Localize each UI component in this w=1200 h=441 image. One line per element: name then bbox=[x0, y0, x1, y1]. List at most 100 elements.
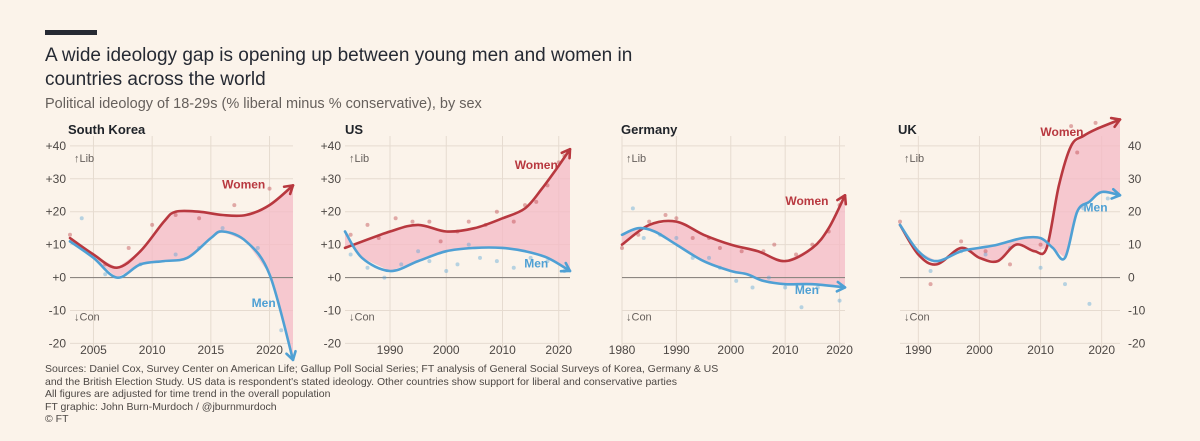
women-series-label: Women bbox=[515, 158, 558, 172]
men-survey-dot bbox=[1063, 282, 1067, 287]
women-arrowhead bbox=[1109, 116, 1122, 129]
source-line-3: All figures are adjusted for time trend … bbox=[45, 388, 331, 400]
men-survey-dot bbox=[478, 255, 482, 260]
women-survey-dot bbox=[717, 245, 722, 250]
women-survey-dot bbox=[511, 219, 516, 224]
men-survey-dot bbox=[815, 285, 820, 290]
men-survey-dot bbox=[630, 206, 635, 211]
lib-label: ↑Lib bbox=[904, 153, 924, 165]
con-label: ↓Con bbox=[74, 311, 100, 323]
women-survey-dot bbox=[427, 219, 432, 224]
men-survey-dot bbox=[220, 226, 225, 231]
men-survey-dot bbox=[494, 259, 499, 264]
gap-area bbox=[345, 149, 570, 271]
x-tick-label: 2005 bbox=[80, 343, 107, 357]
x-tick-label: 2020 bbox=[826, 343, 853, 357]
men-survey-dot bbox=[255, 245, 260, 250]
women-line bbox=[343, 147, 572, 250]
women-survey-dot bbox=[1038, 242, 1043, 247]
women-line bbox=[68, 184, 295, 269]
women-survey-dot bbox=[534, 199, 539, 204]
gap-area bbox=[70, 185, 293, 360]
women-survey-dot bbox=[197, 216, 202, 221]
women-survey-dot bbox=[620, 245, 624, 250]
women-arrowhead bbox=[836, 193, 848, 206]
men-survey-dot bbox=[279, 328, 284, 333]
ft-top-rule bbox=[45, 30, 97, 35]
women-series-label: Women bbox=[222, 178, 265, 192]
women-survey-dot bbox=[267, 186, 272, 191]
panel-title: Germany bbox=[621, 122, 678, 137]
men-series-label: Men bbox=[1084, 201, 1108, 215]
lib-label: ↑Lib bbox=[74, 153, 94, 165]
men-line bbox=[898, 190, 1122, 263]
men-survey-dot bbox=[707, 255, 712, 260]
y-tick-label: -20 bbox=[1128, 336, 1146, 350]
x-tick-label: 2010 bbox=[1027, 343, 1054, 357]
women-survey-dot bbox=[739, 249, 744, 254]
y-tick-label: -20 bbox=[49, 336, 67, 350]
y-tick-label: -10 bbox=[49, 303, 67, 317]
men-survey-dot bbox=[734, 278, 739, 283]
women-survey-dot bbox=[1069, 124, 1074, 129]
men-series-label: Men bbox=[252, 296, 276, 310]
x-tick-label: 1980 bbox=[609, 343, 636, 357]
men-survey-dot bbox=[466, 242, 471, 247]
men-series-label: Men bbox=[524, 257, 548, 271]
y-tick-label: 20 bbox=[1128, 205, 1142, 219]
y-tick-label: -20 bbox=[324, 336, 342, 350]
credit-line: FT graphic: John Burn-Murdoch / @jburnmu… bbox=[45, 400, 277, 413]
women-survey-dot bbox=[365, 222, 370, 227]
men-survey-dot bbox=[79, 216, 84, 221]
x-tick-label: 2015 bbox=[197, 343, 224, 357]
y-tick-label: 10 bbox=[1128, 238, 1142, 252]
y-tick-label: 40 bbox=[1128, 139, 1142, 153]
women-survey-dot bbox=[232, 203, 237, 208]
women-line bbox=[620, 194, 847, 263]
men-line bbox=[68, 230, 295, 362]
women-survey-dot bbox=[1093, 120, 1098, 125]
x-tick-label: 2000 bbox=[717, 343, 744, 357]
y-tick-label: -10 bbox=[1128, 303, 1146, 317]
y-tick-label: +30 bbox=[321, 172, 342, 186]
women-survey-dot bbox=[494, 209, 499, 214]
men-line bbox=[343, 230, 572, 273]
men-arrowhead bbox=[559, 261, 572, 273]
women-survey-dot bbox=[173, 213, 178, 218]
chart-title: A wide ideology gap is opening up betwee… bbox=[45, 45, 633, 90]
women-survey-dot bbox=[959, 239, 964, 244]
y-tick-label: +30 bbox=[46, 172, 67, 186]
women-survey-dot bbox=[393, 216, 398, 221]
women-survey-dot bbox=[1008, 262, 1012, 267]
men-survey-dot bbox=[983, 252, 988, 257]
y-tick-label: +0 bbox=[327, 271, 341, 285]
source-line-1: Sources: Daniel Cox, Survey Center on Am… bbox=[45, 363, 719, 375]
y-tick-label: +0 bbox=[52, 271, 66, 285]
women-survey-dot bbox=[663, 213, 668, 218]
men-survey-dot bbox=[766, 275, 771, 280]
lib-label: ↑Lib bbox=[626, 153, 646, 165]
women-survey-dot bbox=[983, 249, 988, 254]
women-survey-dot bbox=[126, 245, 131, 250]
x-tick-label: 2010 bbox=[772, 343, 799, 357]
men-survey-dot bbox=[348, 252, 353, 257]
men-arrowhead bbox=[1110, 187, 1122, 200]
y-tick-label: +20 bbox=[321, 205, 342, 219]
con-label: ↓Con bbox=[904, 311, 930, 323]
women-survey-dot bbox=[690, 236, 695, 241]
y-tick-label: +40 bbox=[46, 139, 67, 153]
men-survey-dot bbox=[1038, 265, 1043, 270]
panel-uk: UK ↑Lib ↓Con -20 -10 0 10 20 30 40 1990 2000 2010 202… bbox=[898, 116, 1146, 357]
panel-title: UK bbox=[898, 122, 917, 137]
x-tick-label: 1990 bbox=[905, 343, 932, 357]
women-line bbox=[898, 118, 1122, 266]
x-tick-label: 2000 bbox=[433, 343, 460, 357]
men-survey-dot bbox=[455, 262, 460, 267]
women-series-label: Women bbox=[1040, 125, 1083, 139]
women-survey-dot bbox=[150, 222, 155, 227]
men-survey-dot bbox=[1105, 196, 1110, 201]
y-tick-label: +10 bbox=[321, 238, 342, 252]
men-survey-dot bbox=[399, 262, 404, 267]
men-survey-dot bbox=[783, 285, 788, 290]
